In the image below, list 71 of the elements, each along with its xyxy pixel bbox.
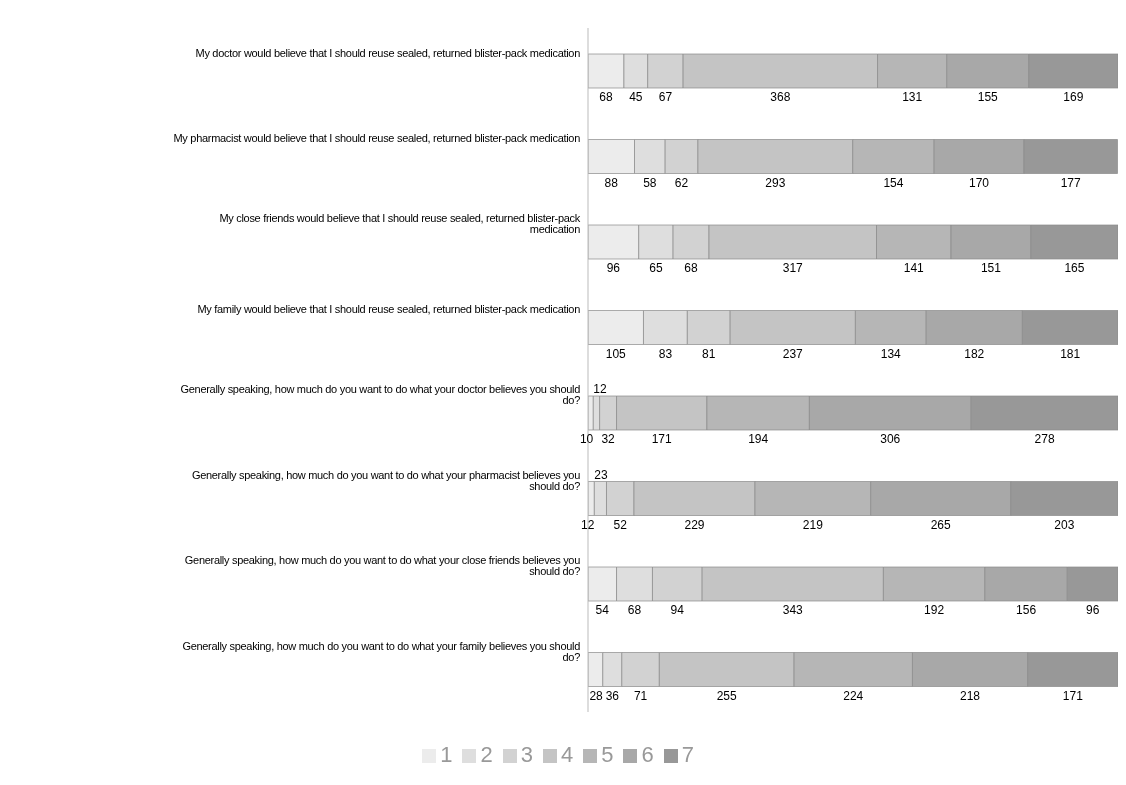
data-label: 12	[580, 517, 595, 532]
y-tick-label: Generally speaking, how much do you want to do what your pharmacist believes you should do?	[191, 468, 581, 492]
data-label: 67	[658, 90, 673, 104]
data-label: 54	[595, 603, 610, 617]
data-label: 317	[782, 261, 804, 275]
data-label: 71	[633, 688, 648, 703]
data-label: 36	[605, 688, 620, 703]
data-label: 203	[1054, 517, 1075, 532]
legend-label: 4	[560, 742, 574, 767]
data-label: 83	[658, 346, 673, 361]
data-label: 105	[605, 346, 627, 361]
y-tick-label: Generally speaking, how much do you want to do what your doctor believes you should do?	[180, 383, 581, 407]
legend-label: 3	[520, 742, 533, 767]
data-label: 88	[604, 175, 619, 190]
data-label: 368	[770, 90, 791, 104]
legend-label: 5	[601, 742, 614, 767]
data-label: 171	[1062, 688, 1084, 703]
data-label: 68	[599, 90, 613, 104]
data-label: 218	[960, 688, 981, 703]
data-label: 68	[627, 603, 642, 617]
legend-label: 2	[480, 742, 493, 767]
data-label: 96	[1085, 603, 1100, 617]
data-label: 45	[629, 90, 643, 104]
legend-label: 7	[681, 742, 694, 767]
y-tick-label: My close friends would believe that I should reuse sealed, returned blister-pack medication	[219, 212, 581, 236]
data-label: 62	[674, 175, 689, 190]
data-label: 68	[684, 261, 699, 275]
y-tick-label: My pharmacist would believe that I should reuse sealed, returned blister-pack medication	[173, 132, 581, 145]
data-label: 237	[782, 346, 804, 361]
data-label: 170	[969, 175, 990, 190]
data-label: 171	[651, 432, 673, 446]
data-label: 278	[1034, 432, 1055, 446]
data-label: 182	[964, 346, 985, 361]
data-label: 255	[716, 688, 738, 703]
data-label: 81	[702, 346, 716, 361]
data-label: 23	[594, 467, 609, 482]
data-label: 343	[782, 603, 804, 617]
data-label: 94	[670, 603, 685, 617]
data-label: 141	[903, 261, 925, 275]
data-label: 32	[601, 432, 616, 446]
data-label: 134	[880, 346, 902, 361]
y-tick-label: Generally speaking, how much do you want to do what your close friends believes you should do?	[184, 554, 581, 578]
data-label: 28	[589, 688, 604, 703]
data-label: 192	[924, 603, 945, 617]
data-label: 151	[980, 261, 1002, 275]
data-label: 219	[802, 517, 824, 532]
data-label: 306	[880, 432, 901, 446]
data-label: 10	[579, 432, 594, 446]
y-tick-label: My doctor would believe that I should reuse sealed, returned blister-pack medication	[195, 46, 581, 59]
data-label: 52	[613, 517, 628, 532]
data-label: 177	[1060, 175, 1082, 190]
data-label: 12	[593, 382, 607, 396]
data-label: 154	[883, 175, 904, 190]
data-label: 224	[843, 688, 864, 703]
data-label: 293	[765, 175, 786, 190]
data-label: 165	[1064, 261, 1085, 275]
y-tick-label: My family would believe that I should reuse sealed, returned blister-pack medication	[197, 303, 581, 316]
data-label: 58	[643, 175, 657, 190]
data-label: 265	[930, 517, 952, 532]
data-label: 156	[1016, 603, 1037, 617]
data-label: 169	[1063, 90, 1084, 104]
data-label: 65	[649, 261, 663, 275]
legend-label: 6	[641, 742, 654, 767]
legend-label: 1	[440, 742, 453, 767]
data-label: 229	[684, 517, 705, 532]
y-tick-label: Generally speaking, how much do you want to do what your family believes you should do?	[182, 639, 581, 663]
data-label: 155	[977, 90, 999, 104]
data-label: 194	[748, 432, 769, 446]
data-label: 131	[902, 90, 923, 104]
data-label: 96	[606, 261, 621, 275]
data-label: 181	[1060, 346, 1081, 361]
